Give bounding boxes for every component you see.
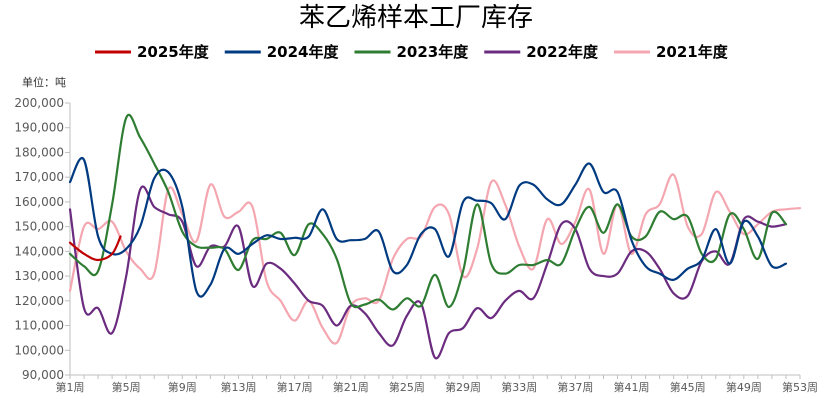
x-tick-label: 第21周 — [333, 380, 369, 394]
x-tick-label: 第53周 — [782, 380, 818, 394]
legend-label: 2022年度 — [526, 43, 599, 61]
x-tick-label: 第5周 — [112, 380, 141, 394]
y-axis: 90,000 100,000 110,000 120,000 130,000 140,00… — [14, 96, 71, 382]
y-tick-label: 180,000 — [14, 145, 64, 159]
x-tick-label: 第37周 — [557, 380, 593, 394]
plot-lines — [68, 114, 802, 360]
y-tick-label: 90,000 — [22, 368, 64, 382]
y-tick-label: 190,000 — [14, 121, 64, 135]
y-tick-label: 130,000 — [14, 269, 64, 283]
x-tick-label: 第9周 — [168, 380, 197, 394]
x-tick-label: 第45周 — [670, 380, 706, 394]
x-tick-label: 第13周 — [220, 380, 256, 394]
legend: 2025年度 2024年度 2023年度 2022年度 2021年度 — [95, 43, 729, 61]
legend-label: 2024年度 — [267, 43, 340, 61]
y-tick-label: 100,000 — [14, 343, 64, 357]
series-line-2021 — [68, 173, 802, 345]
y-tick-label: 110,000 — [14, 319, 64, 333]
x-tick-label: 第41周 — [614, 380, 650, 394]
x-tick-label: 第1周 — [56, 380, 85, 394]
y-tick-label: 170,000 — [14, 170, 64, 184]
legend-label: 2025年度 — [137, 43, 210, 61]
x-tick-label: 第49周 — [726, 380, 762, 394]
x-tick-label: 第33周 — [501, 380, 537, 394]
legend-label: 2023年度 — [397, 43, 470, 61]
series-line-2024 — [68, 156, 788, 298]
chart-title: 苯乙烯样本工厂库存 — [299, 3, 533, 33]
x-tick-label: 第29周 — [445, 380, 481, 394]
series-line-2023 — [68, 114, 788, 311]
x-tick-label: 第25周 — [389, 380, 425, 394]
legend-label: 2021年度 — [656, 43, 729, 61]
y-tick-label: 140,000 — [14, 244, 64, 258]
x-axis: 第1周 第5周 第9周 第13周 第17周 第21周 第25周 第29周 第33周 第37周 第41… — [56, 374, 818, 394]
y-tick-label: 150,000 — [14, 220, 64, 234]
x-tick-label: 第17周 — [277, 380, 313, 394]
unit-label: 单位：吨 — [22, 75, 66, 89]
y-tick-label: 160,000 — [14, 195, 64, 209]
y-tick-label: 200,000 — [14, 96, 64, 110]
series-line-2025 — [68, 235, 122, 262]
y-tick-label: 120,000 — [14, 294, 64, 308]
series-line-2022 — [68, 185, 788, 360]
